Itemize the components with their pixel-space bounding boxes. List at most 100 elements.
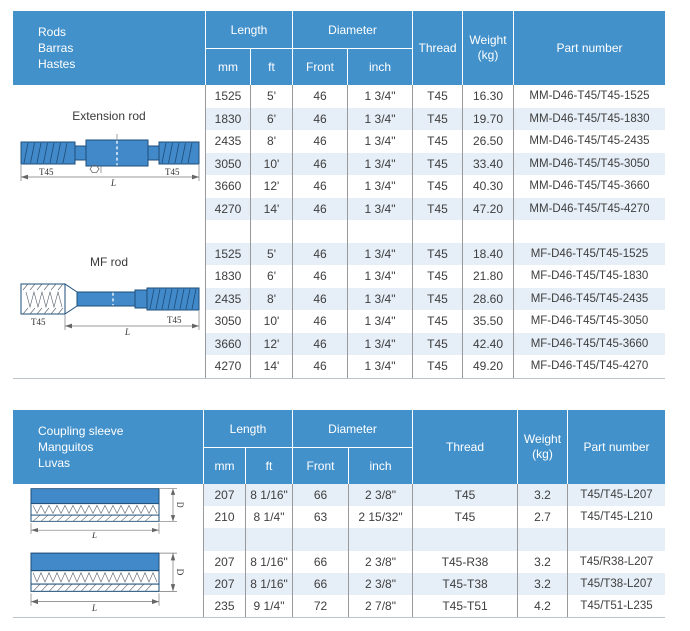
cell-ft [245, 528, 292, 551]
table-row: 207 8 1/16" 66 2 3/8" T45 3.2 T45/T45-L207 [13, 484, 665, 507]
cell-ft: 14' [250, 197, 292, 220]
cell-illustration [13, 573, 203, 595]
cell-mm: 1525 [205, 242, 250, 265]
cell-illustration [13, 355, 205, 378]
cell-mm: 4270 [205, 197, 250, 220]
cell-mm: 207 [203, 572, 245, 595]
separator-row [13, 220, 665, 243]
cell-illustration [13, 310, 205, 333]
cell-front: 46 [292, 175, 347, 198]
cell-thread [412, 220, 462, 243]
cell-weight: 35.50 [462, 310, 513, 333]
cell-illustration [13, 243, 205, 266]
cell-mm [205, 220, 250, 243]
cell-thread: T45 [412, 197, 462, 220]
cell-part-number: T45/R38-L207 [567, 550, 665, 573]
cell-front: 46 [292, 265, 347, 288]
cell-part-number: MM-D46-T45/T45-2435 [513, 130, 665, 153]
cell-thread: T45-T38 [412, 572, 517, 595]
table-row: 207 8 1/16" 66 2 3/8" T45-R38 3.2 T45/R38-L207 [13, 550, 665, 573]
cell-part-number: MF-D46-T45/T45-1525 [513, 242, 665, 265]
table-row: 210 8 1/4" 63 2 15/32" T45 2.7 T45/T45-L210 [13, 506, 665, 529]
cell-weight: 21.80 [462, 265, 513, 288]
cell-inch: 1 3/4" [347, 287, 412, 310]
col-header-weight: Weight (kg) [517, 410, 567, 484]
cell-thread: T45-R38 [412, 550, 517, 573]
cell-ft: 8' [250, 287, 292, 310]
col-header-inch: inch [348, 447, 412, 484]
cell-ft: 8 1/16" [245, 550, 292, 573]
cell-thread: T45 [412, 242, 462, 265]
table-row: 3050 10' 46 1 3/4" T45 35.50 MF-D46-T45/T45-30… [13, 310, 665, 333]
cell-inch: 1 3/4" [347, 107, 412, 130]
cell-ft: 14' [250, 355, 292, 378]
cell-part-number: T45/T45-L207 [567, 484, 665, 507]
cell-illustration [13, 153, 205, 176]
table-row: 3660 12' 46 1 3/4" T45 42.40 MF-D46-T45/T45-36… [13, 332, 665, 355]
cell-mm: 2435 [205, 130, 250, 153]
cell-front: 46 [292, 197, 347, 220]
cell-weight: 42.40 [462, 332, 513, 355]
cell-weight: 40.30 [462, 175, 513, 198]
cell-weight: 49.20 [462, 355, 513, 378]
rods-table-title: Rods Barras Hastes [13, 11, 205, 85]
cell-mm: 3050 [205, 310, 250, 333]
cell-weight: 18.40 [462, 242, 513, 265]
col-header-mm: mm [203, 447, 245, 484]
cell-inch [348, 528, 412, 551]
cell-thread: T45 [412, 506, 517, 529]
cell-thread: T45 [412, 484, 517, 507]
cell-inch: 2 3/8" [348, 484, 412, 507]
cell-part-number: MF-D46-T45/T45-2435 [513, 287, 665, 310]
table-row: 3050 10' 46 1 3/4" T45 33.40 MM-D46-T45/T45-30… [13, 152, 665, 176]
couplings-table-body: D L [13, 484, 665, 619]
cell-mm: 210 [203, 506, 245, 529]
cell-mm [203, 528, 245, 551]
cell-front: 46 [292, 310, 347, 333]
cell-inch: 1 3/4" [347, 152, 412, 175]
rods-table-header: Rods Barras Hastes Length Diameter Threa… [13, 11, 665, 85]
cell-illustration [13, 528, 203, 550]
cell-ft: 6' [250, 265, 292, 288]
table-row: 4270 14' 46 1 3/4" T45 49.20 MF-D46-T45/T45-42… [13, 355, 665, 378]
cell-front: 46 [292, 85, 347, 108]
cell-ft: 6' [250, 107, 292, 130]
cell-inch: 1 3/4" [347, 332, 412, 355]
cell-mm: 3660 [205, 175, 250, 198]
cell-inch: 1 3/4" [347, 175, 412, 198]
cell-part-number: MM-D46-T45/T45-3050 [513, 152, 665, 175]
cell-front: 66 [292, 550, 348, 573]
cell-weight: 3.2 [517, 484, 567, 507]
cell-front: 46 [292, 152, 347, 175]
cell-weight: 26.50 [462, 130, 513, 153]
col-header-partnumber: Part number [567, 410, 665, 484]
table-row: 1525 5' 46 1 3/4" T45 18.40 MF-D46-T45/T45-152… [13, 242, 665, 266]
couplings-table-header: Coupling sleeve Manguitos Luvas Length D… [13, 410, 665, 484]
cell-part-number: T45/T38-L207 [567, 572, 665, 595]
cell-ft: 5' [250, 242, 292, 265]
cell-mm: 2435 [205, 287, 250, 310]
cell-weight: 2.7 [517, 506, 567, 529]
cell-part-number: MM-D46-T45/T45-4270 [513, 197, 665, 220]
cell-mm: 207 [203, 484, 245, 507]
cell-weight: 33.40 [462, 152, 513, 175]
cell-illustration [13, 85, 205, 108]
cell-front: 66 [292, 484, 348, 507]
col-header-ft: ft [245, 447, 292, 484]
cell-inch: 1 3/4" [347, 197, 412, 220]
col-header-ft: ft [250, 48, 292, 85]
cell-inch: 1 3/4" [347, 310, 412, 333]
cell-weight: 28.60 [462, 287, 513, 310]
cell-weight [517, 528, 567, 551]
cell-ft: 12' [250, 332, 292, 355]
cell-weight: 16.30 [462, 85, 513, 108]
col-header-diameter: Diameter [292, 11, 412, 48]
cell-ft: 9 1/4" [245, 594, 292, 618]
rods-table-body: Extension rod [13, 85, 665, 379]
cell-thread: T45 [412, 175, 462, 198]
cell-illustration [13, 506, 203, 528]
cell-thread: T45-T51 [412, 594, 517, 618]
cell-illustration [13, 595, 203, 617]
table-row: 2435 8' 46 1 3/4" T45 28.60 MF-D46-T45/T45-243… [13, 287, 665, 310]
